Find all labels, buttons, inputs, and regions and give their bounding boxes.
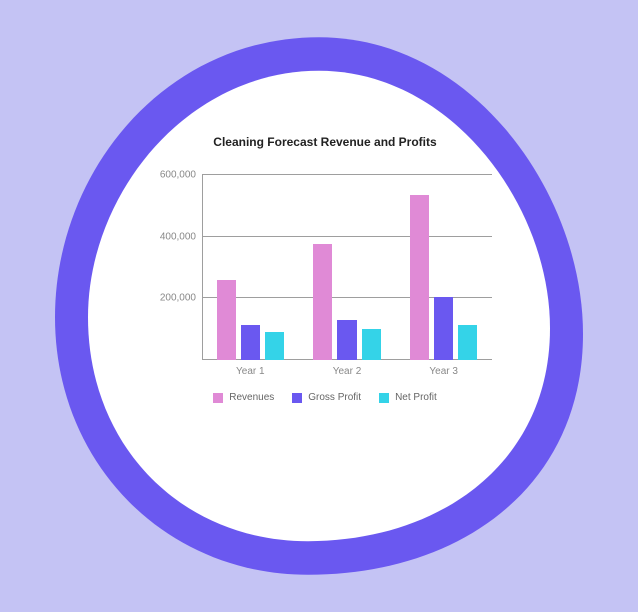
bar-revenues	[410, 195, 429, 360]
x-tick-label: Year 3	[429, 366, 458, 377]
legend-label: Net Profit	[395, 392, 437, 403]
y-axis	[202, 175, 203, 360]
x-tick-label: Year 1	[236, 366, 265, 377]
y-tick-label: 400,000	[160, 231, 196, 242]
chart-card: Cleaning Forecast Revenue and Profits 20…	[150, 135, 500, 435]
chart-legend: Revenues Gross Profit Net Profit	[150, 392, 500, 403]
y-tick-label: 600,000	[160, 170, 196, 181]
legend-label: Gross Profit	[308, 392, 361, 403]
bar-revenues	[313, 244, 332, 360]
chart-title: Cleaning Forecast Revenue and Profits	[150, 135, 500, 149]
bar-net-profit	[458, 325, 477, 360]
legend-swatch	[213, 393, 223, 403]
y-tick-label: 200,000	[160, 293, 196, 304]
page: Cleaning Forecast Revenue and Profits 20…	[0, 0, 638, 612]
legend-swatch	[292, 393, 302, 403]
gridline	[202, 236, 492, 237]
legend-item: Gross Profit	[292, 392, 361, 403]
bar-gross-profit	[434, 297, 453, 360]
bar-net-profit	[362, 329, 381, 360]
legend-item: Revenues	[213, 392, 274, 403]
bar-gross-profit	[241, 325, 260, 360]
legend-swatch	[379, 393, 389, 403]
bar-net-profit	[265, 332, 284, 360]
x-tick-label: Year 2	[333, 366, 362, 377]
chart-plot-area: 200,000400,000600,000Year 1Year 2Year 3	[202, 175, 492, 360]
bar-gross-profit	[337, 320, 356, 360]
gridline	[202, 174, 492, 175]
legend-item: Net Profit	[379, 392, 437, 403]
legend-label: Revenues	[229, 392, 274, 403]
bar-revenues	[217, 280, 236, 360]
